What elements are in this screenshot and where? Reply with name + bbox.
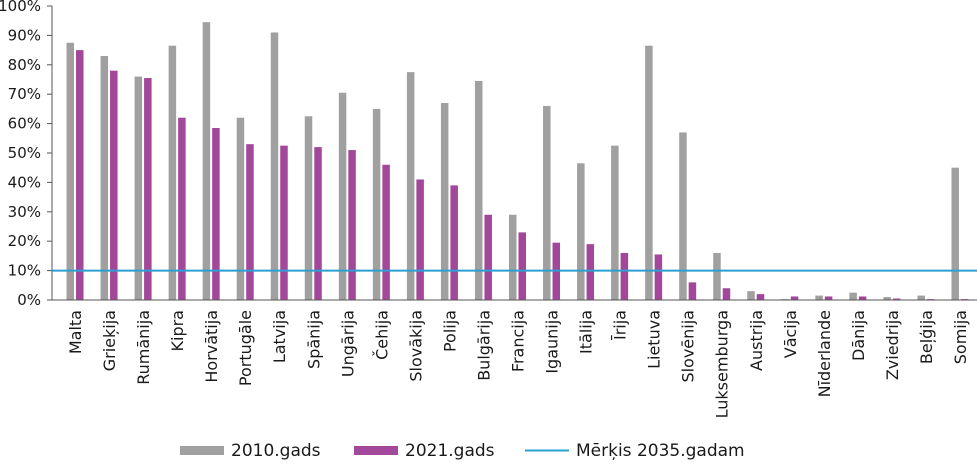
- x-tick-label: Latvija: [270, 310, 289, 363]
- bar-series-2: [416, 179, 424, 300]
- x-tick-label: Lietuva: [645, 310, 664, 369]
- x-tick-label: Čehija: [372, 310, 391, 360]
- y-tick-label: 70%: [8, 85, 41, 103]
- x-tick-label: Somija: [951, 310, 970, 364]
- bar-series-2: [892, 298, 901, 300]
- bar-series-2: [450, 185, 458, 300]
- bar-series-2: [484, 214, 492, 300]
- legend-swatch: [180, 446, 224, 455]
- bar-series-2: [76, 50, 84, 300]
- y-tick-label: 60%: [8, 115, 41, 133]
- x-tick-label: Slovākija: [406, 310, 425, 382]
- x-tick-label: Luksemburga: [713, 310, 732, 418]
- bar-series-2: [348, 150, 356, 300]
- bar-series-2: [756, 294, 765, 300]
- y-tick-label: 80%: [8, 56, 41, 74]
- bar-series-2: [858, 296, 867, 300]
- x-tick-label: Nīderlande: [815, 310, 834, 397]
- x-tick-label: Portugāle: [236, 310, 255, 386]
- x-tick-label: Slovēnija: [679, 310, 698, 383]
- y-tick-label: 10%: [8, 262, 41, 280]
- legend-label: Mērķis 2035.gadam: [576, 441, 745, 461]
- x-tick-label: Itālija: [577, 310, 596, 354]
- x-tick-label: Ungārija: [338, 310, 357, 377]
- bar-series-1: [168, 45, 177, 300]
- x-tick-label: Vācija: [781, 310, 800, 358]
- bar-series-2: [144, 78, 152, 300]
- x-tick-label: Rumānija: [134, 310, 153, 385]
- x-axis: Malta Grieķija Rumānija Kipra Horvātija Portu…: [52, 299, 977, 418]
- bar-series-1: [883, 297, 891, 300]
- x-tick-label: Bulgārija: [474, 310, 493, 381]
- bar-series-1: [202, 22, 211, 300]
- bar-series-1: [543, 105, 551, 301]
- legend-swatch: [354, 446, 398, 455]
- bar-series-1: [713, 252, 721, 300]
- bar-series-2: [246, 144, 254, 300]
- bar-series-1: [645, 45, 653, 300]
- bar-series-1: [66, 42, 75, 300]
- bar-series-1: [304, 116, 313, 300]
- bar-series-2: [790, 296, 799, 300]
- y-tick-label: 50%: [8, 144, 41, 162]
- bar-series-1: [747, 291, 755, 300]
- bar-series-1: [951, 167, 959, 300]
- bar-series-2: [586, 244, 595, 300]
- legend-label: 2010.gads: [231, 441, 321, 461]
- bar-series-2: [518, 232, 526, 300]
- x-tick-label: Dānija: [849, 310, 868, 361]
- bar-series-1: [577, 163, 585, 300]
- bar-series-2: [688, 282, 697, 300]
- bar-series-1: [815, 295, 823, 300]
- bars: [66, 22, 969, 301]
- bar-series-1: [849, 292, 857, 300]
- bar-series-2: [314, 147, 322, 300]
- bar-series-1: [679, 132, 687, 300]
- bar-series-1: [372, 108, 381, 301]
- y-tick-label: 40%: [8, 173, 41, 191]
- x-tick-label: Horvātija: [202, 310, 221, 383]
- bar-series-1: [474, 80, 483, 300]
- legend: 2010.gads 2021.gads Mērķis 2035.gadam: [180, 441, 745, 461]
- bar-series-1: [611, 145, 619, 300]
- bar-series-2: [382, 164, 390, 300]
- bar-series-1: [236, 117, 245, 300]
- x-tick-label: Beļģija: [917, 310, 936, 364]
- y-tick-label: 100%: [0, 0, 41, 15]
- x-tick-label: Kipra: [168, 310, 187, 351]
- bar-series-2: [212, 128, 220, 300]
- bar-series-2: [722, 288, 731, 300]
- bar-series-1: [406, 72, 415, 301]
- y-tick-label: 20%: [8, 232, 41, 250]
- y-tick-label: 0%: [17, 291, 41, 309]
- bar-series-2: [178, 117, 186, 300]
- x-tick-label: Malta: [66, 310, 85, 354]
- x-tick-label: Īrija: [611, 310, 630, 340]
- bar-series-1: [509, 214, 517, 300]
- x-tick-label: Francija: [509, 310, 528, 372]
- x-tick-label: Spānija: [304, 310, 323, 369]
- bar-series-1: [100, 55, 109, 301]
- x-tick-label: Austrija: [747, 310, 766, 371]
- bar-series-2: [280, 145, 288, 300]
- bar-series-1: [270, 32, 279, 301]
- legend-label: 2021.gads: [405, 441, 495, 461]
- y-tick-label: 90%: [8, 26, 41, 44]
- bar-series-2: [110, 70, 118, 301]
- x-tick-label: Igaunija: [543, 310, 562, 374]
- bar-series-1: [440, 103, 449, 301]
- bar-series-1: [134, 76, 143, 300]
- bar-series-2: [620, 252, 629, 300]
- bar-series-1: [338, 92, 347, 300]
- bar-series-2: [654, 254, 663, 300]
- y-axis: 0% 10% 20% 30% 40% 50% 60% 70% 80% 90% 100%: [0, 0, 53, 309]
- y-tick-label: 30%: [8, 203, 41, 221]
- x-tick-label: Grieķija: [100, 310, 119, 371]
- bar-series-1: [917, 295, 925, 300]
- x-tick-label: Polija: [440, 310, 459, 352]
- bar-series-2: [824, 296, 833, 300]
- x-tick-label: Zviedrija: [883, 310, 902, 380]
